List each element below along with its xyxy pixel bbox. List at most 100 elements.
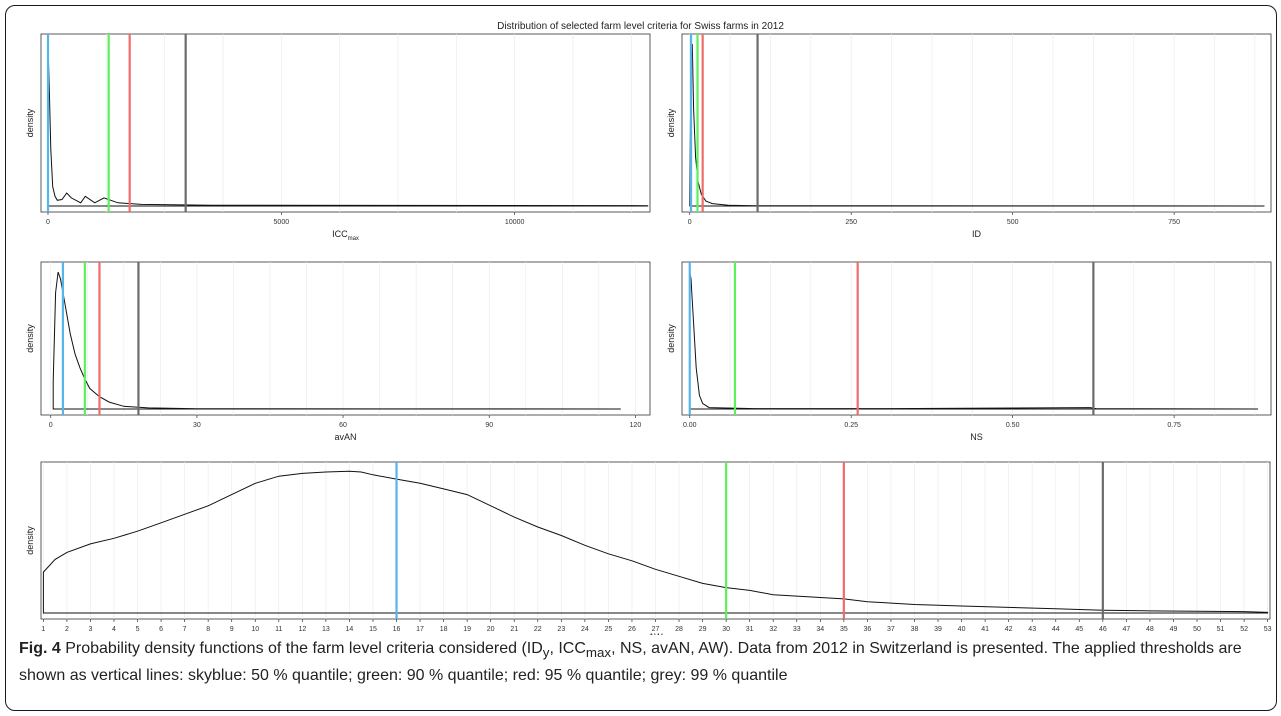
x-tick-label: 48 <box>1146 626 1154 633</box>
panel-border <box>681 261 1272 416</box>
density-curve <box>47 43 649 207</box>
x-tick-label: 25 <box>605 626 613 633</box>
x-tick-label: 27 <box>652 626 660 633</box>
x-tick-label: 0 <box>46 219 50 226</box>
x-tick-label: 0.00 <box>683 422 697 429</box>
x-tick-label: 16 <box>393 626 401 633</box>
x-tick-label: 120 <box>630 422 642 429</box>
x-axis-label: ID <box>972 229 982 239</box>
x-axis-label-sub: max <box>348 236 359 242</box>
x-tick-label: 21 <box>510 626 518 633</box>
density-curve <box>689 271 1259 410</box>
x-tick-label: 5 <box>136 626 140 633</box>
x-tick-label: 18 <box>440 626 448 633</box>
x-tick-label: 38 <box>911 626 919 633</box>
panel-icc: 0 5000 10000 ICCmax density <box>25 33 651 242</box>
x-tick-label: 250 <box>845 219 857 226</box>
y-axis-label: density <box>666 324 676 353</box>
x-tick-label: 11 <box>275 626 282 633</box>
x-tick-label: 19 <box>463 626 471 633</box>
figure-frame <box>5 5 1277 711</box>
x-tick-label: 30 <box>722 626 730 633</box>
caption-label: Fig. 4 <box>19 640 61 657</box>
figure-caption: Fig. 4 Probability density functions of … <box>19 637 1269 687</box>
x-tick-label: 44 <box>1052 626 1060 633</box>
x-tick-label: 36 <box>863 626 871 633</box>
x-tick-label: 500 <box>1007 219 1019 226</box>
x-tick-label: 0.25 <box>844 422 858 429</box>
x-tick-label: 41 <box>981 626 989 633</box>
x-tick-label: 52 <box>1240 626 1248 633</box>
panel-id: 0 250 500 750 ID density <box>666 33 1272 239</box>
x-tick-label: 47 <box>1122 626 1130 633</box>
x-tick-label: 26 <box>628 626 636 633</box>
x-tick-label: 39 <box>934 626 942 633</box>
x-axis-label: avAN <box>334 432 356 442</box>
x-tick-label: 0 <box>688 219 692 226</box>
x-tick-label: 15 <box>369 626 377 633</box>
x-tick-label: 45 <box>1075 626 1083 633</box>
y-axis-label: density <box>25 526 35 555</box>
x-tick-label: 34 <box>816 626 824 633</box>
x-tick-label: 90 <box>485 422 493 429</box>
x-tick-label: 32 <box>769 626 777 633</box>
density-curve <box>689 43 1265 207</box>
x-tick-label: 0.75 <box>1167 422 1181 429</box>
caption-sub-max: max <box>585 645 612 661</box>
x-tick-label: 0 <box>49 422 53 429</box>
y-axis-label: density <box>666 108 676 137</box>
x-tick-label: 0.50 <box>1006 422 1020 429</box>
x-tick-label: 7 <box>183 626 187 633</box>
x-tick-label: 43 <box>1028 626 1036 633</box>
y-axis-label: density <box>25 108 35 137</box>
panel-ns: 0.00 0.25 0.50 0.75 NS density <box>666 261 1272 442</box>
panel-border <box>40 33 651 213</box>
density-curve <box>52 271 621 410</box>
x-axis-label: AW <box>648 632 663 635</box>
x-tick-label: 2 <box>65 626 69 633</box>
x-tick-label: 10000 <box>505 219 525 226</box>
x-tick-label: 13 <box>322 626 330 633</box>
x-tick-label: 9 <box>230 626 234 633</box>
figure-title: Distribution of selected farm level crit… <box>497 21 784 32</box>
panel-border <box>681 33 1272 213</box>
x-tick-label: 53 <box>1264 626 1272 633</box>
caption-text: Probability density functions of the far… <box>65 640 543 657</box>
x-tick-label: 20 <box>487 626 495 633</box>
x-tick-label: 46 <box>1099 626 1107 633</box>
x-tick-label: 5000 <box>274 219 290 226</box>
x-tick-label: 50 <box>1193 626 1201 633</box>
x-tick-label: 37 <box>887 626 895 633</box>
x-tick-label: 24 <box>581 626 589 633</box>
x-axis-label: NS <box>970 432 983 442</box>
x-tick-label: 60 <box>339 422 347 429</box>
x-tick-label: 29 <box>699 626 707 633</box>
x-tick-label: 31 <box>746 626 754 633</box>
x-tick-label: 23 <box>557 626 565 633</box>
caption-text-2: , ICC <box>549 640 586 657</box>
x-axis-label: ICCmax <box>332 229 359 242</box>
x-tick-label: 14 <box>346 626 354 633</box>
y-axis-label: density <box>25 324 35 353</box>
x-tick-label: 17 <box>416 626 424 633</box>
caption-sub-y: y <box>542 645 550 661</box>
x-tick-label: 750 <box>1168 219 1180 226</box>
x-tick-label: 35 <box>840 626 848 633</box>
x-tick-label: 42 <box>1005 626 1013 633</box>
x-tick-label: 1 <box>41 626 45 633</box>
x-tick-label: 22 <box>534 626 542 633</box>
x-tick-label: 12 <box>298 626 306 633</box>
x-tick-label: 49 <box>1170 626 1178 633</box>
x-tick-label: 8 <box>206 626 210 633</box>
x-tick-label: 33 <box>793 626 801 633</box>
x-tick-label: 3 <box>88 626 92 633</box>
x-tick-label: 6 <box>159 626 163 633</box>
x-tick-label: 28 <box>675 626 683 633</box>
x-tick-label: 40 <box>958 626 966 633</box>
panel-avan: 0 30 60 90 120 avAN density <box>25 261 651 442</box>
panel-aw: 1 2 3 4 5 6 7 8 9 10 11 12 13 14 15 16 17 18 19 20 21 22 23 24 2… <box>25 461 1272 635</box>
x-tick-label: 4 <box>112 626 116 633</box>
x-tick-label: 10 <box>251 626 259 633</box>
panel-border <box>40 261 651 416</box>
